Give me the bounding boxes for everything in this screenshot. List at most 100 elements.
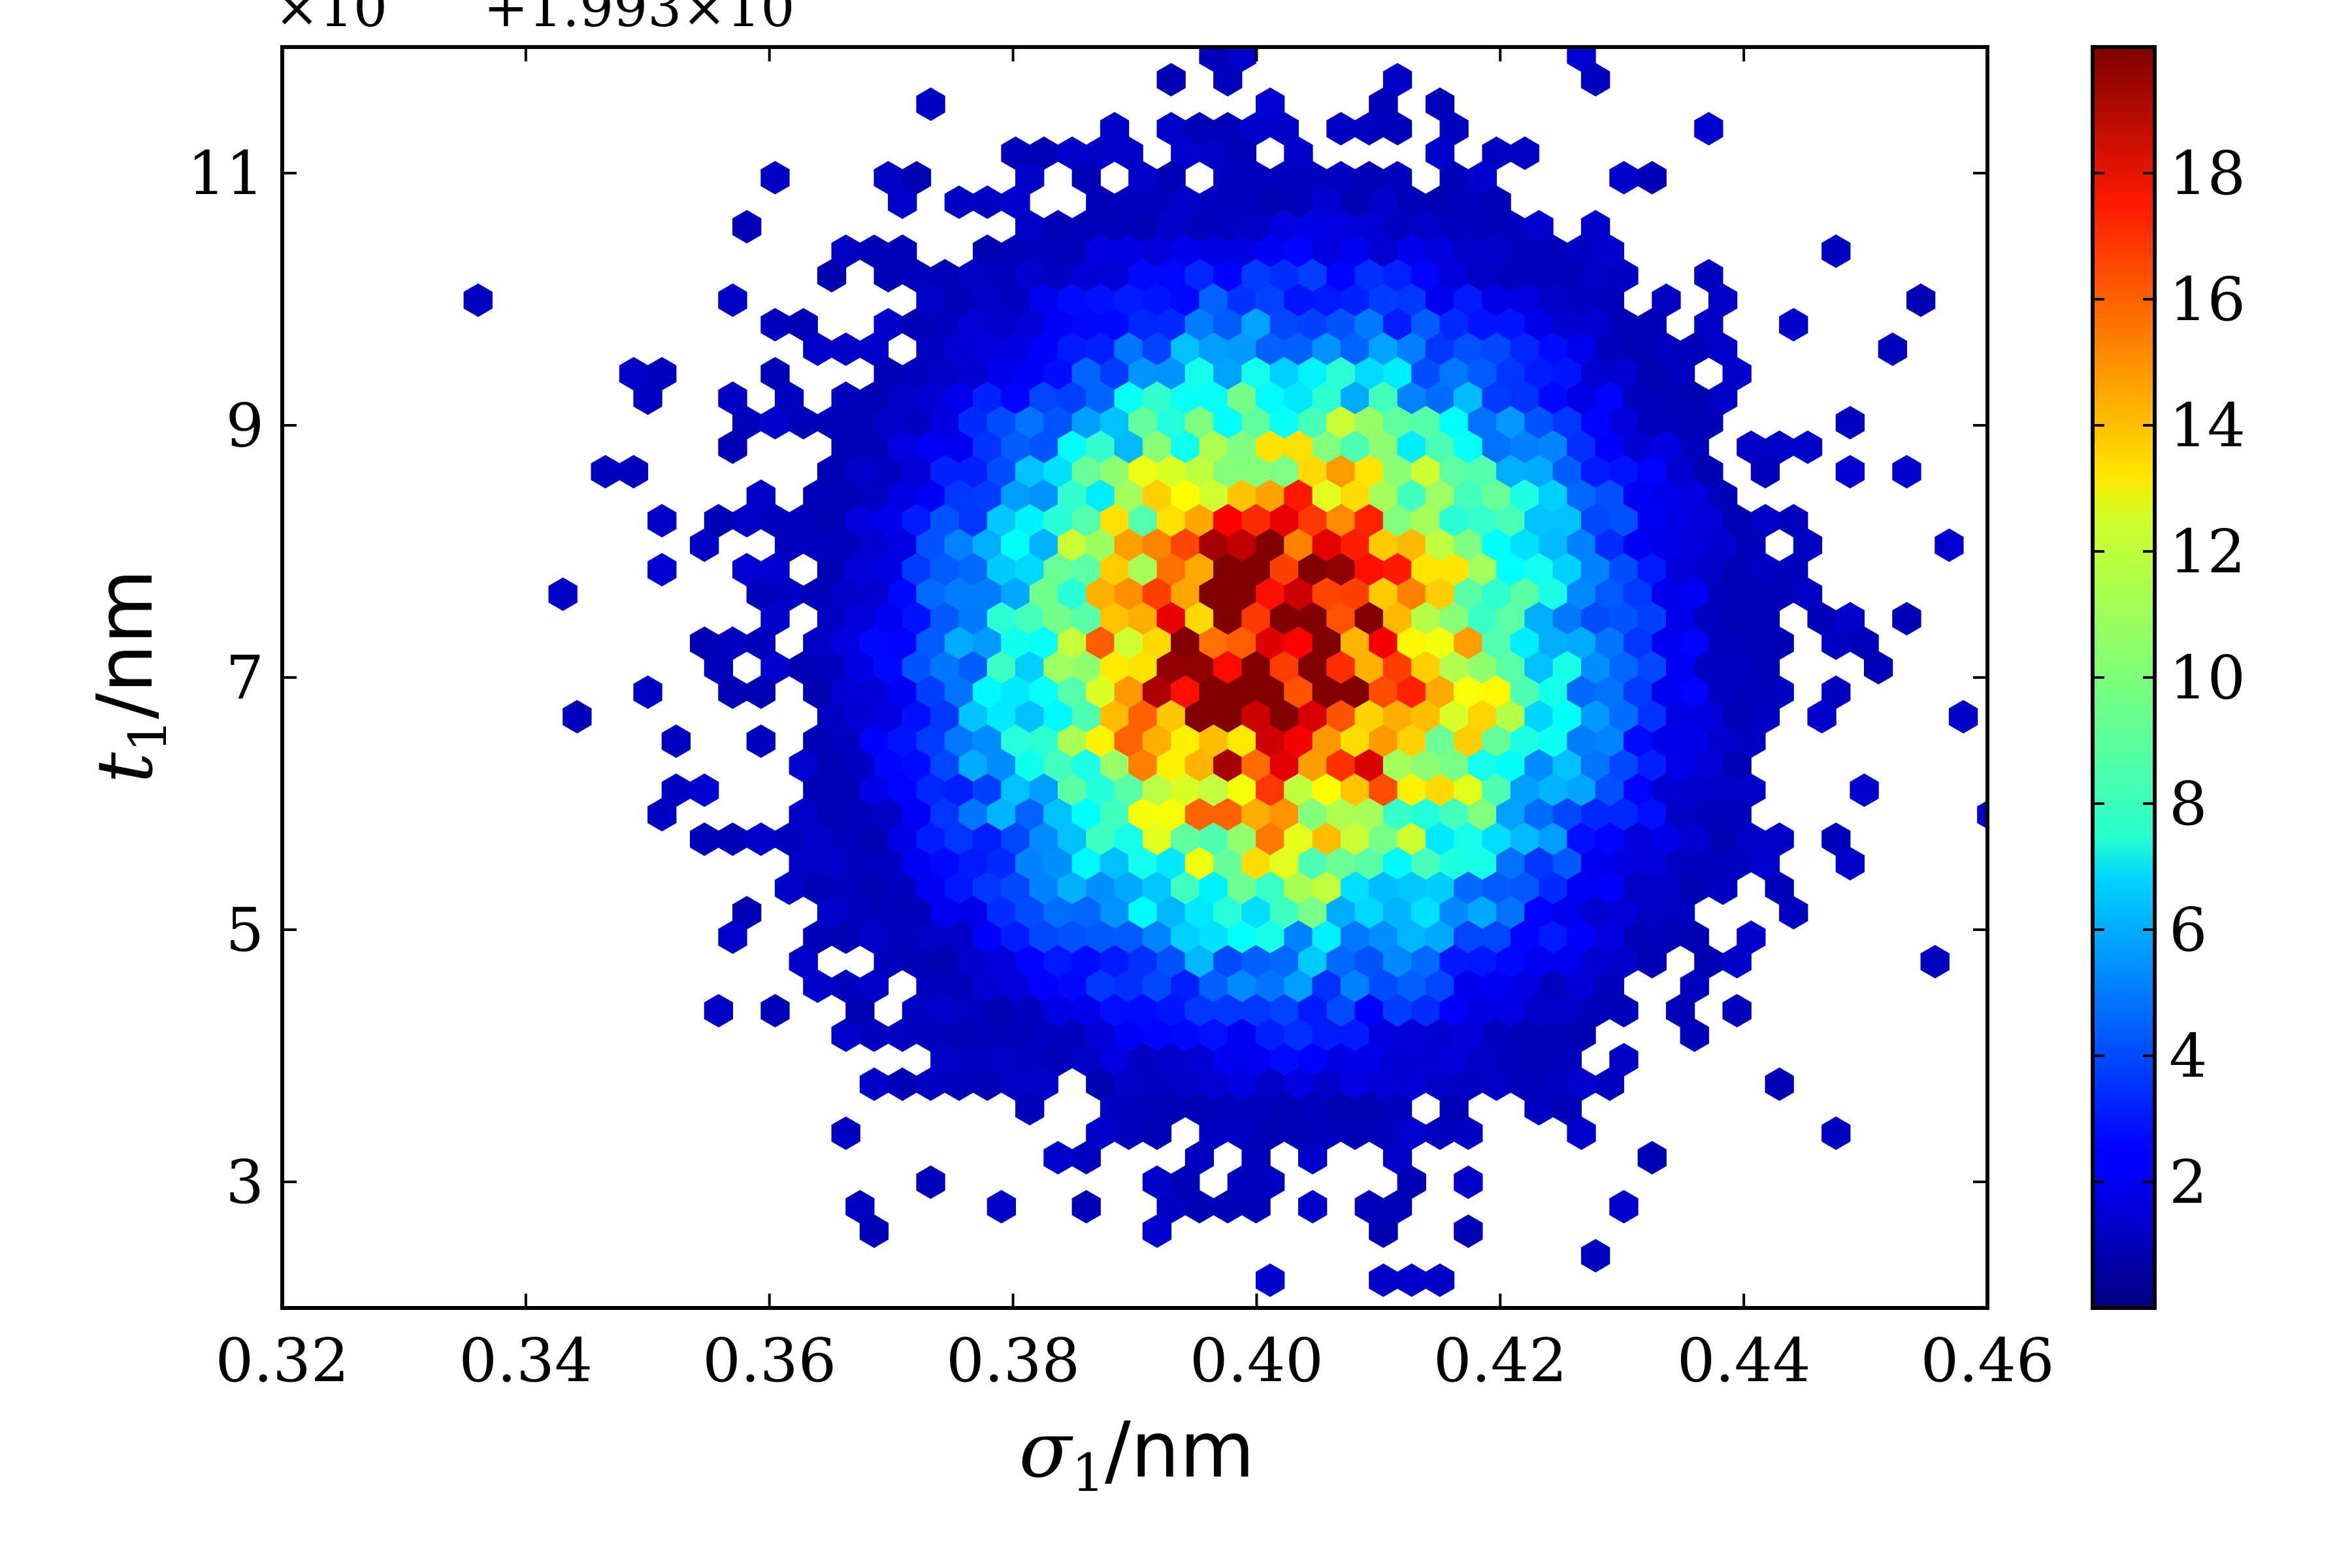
hex-cell	[1637, 1141, 1667, 1175]
hex-cell	[1142, 1214, 1172, 1249]
hex-cell	[916, 1165, 945, 1200]
y-axis-label: t1/nm	[80, 569, 178, 783]
hex-cell	[817, 259, 847, 293]
hex-cell	[1850, 773, 1879, 808]
hex-cell	[746, 675, 776, 710]
offset-text-right: +1.993×10	[483, 0, 795, 39]
hex-cell	[1935, 528, 1964, 563]
y-tick-label: 7	[225, 643, 264, 713]
hex-cell	[563, 700, 592, 734]
hex-cell	[760, 994, 790, 1028]
hex-cell	[1864, 651, 1893, 685]
offset-text-left: ×10	[274, 0, 387, 39]
y-axis-label-subscript: 1	[118, 719, 178, 753]
hex-cell	[732, 210, 762, 244]
hex-cell	[1906, 283, 1936, 318]
hex-cell	[1892, 455, 1921, 489]
hex-cell	[1835, 406, 1865, 440]
hex-cell	[718, 822, 747, 857]
hex-cell	[1821, 234, 1851, 269]
y-axis-label-unit: /nm	[80, 569, 170, 719]
hex-cell	[1382, 112, 1413, 146]
hex-cell	[690, 822, 719, 857]
hex-cell	[690, 773, 719, 808]
x-axis-label-unit: /nm	[1105, 1405, 1255, 1495]
x-tick-label: 0.46	[1921, 1326, 2055, 1396]
hex-cell	[1369, 1263, 1398, 1298]
x-tick-label: 0.32	[216, 1326, 350, 1396]
hex-cell	[1609, 161, 1639, 195]
hex-cell	[619, 455, 649, 489]
colorbar-tick-label: 4	[2169, 1021, 2208, 1091]
hex-cell	[647, 504, 677, 538]
hex-cell	[1765, 1067, 1794, 1102]
x-tick-label: 0.38	[946, 1326, 1080, 1396]
hex-cell	[591, 455, 620, 489]
hex-cell	[1241, 1190, 1271, 1224]
hex-cell	[661, 724, 691, 759]
hex-cell	[1298, 1141, 1328, 1175]
hex-cell	[690, 528, 719, 563]
hex-cell	[1156, 63, 1186, 97]
y-tick-label: 3	[225, 1147, 264, 1217]
hex-cell	[1835, 455, 1865, 489]
hex-cell	[1807, 700, 1837, 734]
hex-cell	[859, 1067, 889, 1102]
hex-cell	[647, 798, 677, 832]
hex-cell	[1142, 47, 1144, 48]
hex-cell	[888, 185, 917, 220]
hex-cell	[888, 1067, 917, 1102]
hex-cell	[1425, 1263, 1455, 1298]
hex-cell	[1609, 994, 1639, 1028]
hex-cell	[1256, 1263, 1285, 1298]
hex-cell	[1085, 47, 1087, 48]
hex-cell	[760, 161, 790, 195]
hex-cell	[746, 822, 776, 857]
colorbar-tick-label: 8	[2169, 769, 2208, 839]
hex-cell	[1581, 1239, 1610, 1273]
hex-cell	[647, 553, 677, 587]
hex-cell	[1708, 871, 1738, 906]
hex-cell	[1609, 1190, 1639, 1224]
y-axis-ticks: 3 5 7 9 11	[188, 139, 1987, 1217]
colorbar-tick-label: 12	[2169, 517, 2246, 587]
hex-cell	[746, 724, 776, 759]
y-tick-label: 9	[225, 391, 264, 461]
hex-cell	[1680, 1018, 1709, 1053]
x-axis-label-symbol: σ	[1019, 1405, 1074, 1495]
hex-cell	[1043, 1141, 1073, 1175]
hex-cell	[1779, 308, 1808, 342]
hex-cell	[1948, 700, 1978, 734]
hex-cell	[1750, 455, 1780, 489]
hex-cell	[1213, 63, 1243, 97]
x-axis-label-subscript: 1	[1071, 1443, 1105, 1503]
hex-cell	[944, 185, 973, 220]
hex-cell	[1015, 1092, 1045, 1126]
colorbar-tick-label: 16	[2169, 265, 2246, 335]
hex-cell	[831, 332, 860, 367]
y-tick-label: 5	[225, 895, 264, 965]
hex-cell	[1454, 1165, 1483, 1200]
hex-cell	[1694, 112, 1723, 146]
hex-cell	[973, 185, 1002, 220]
hex-cell	[1779, 896, 1808, 930]
hex-cell	[704, 994, 733, 1028]
hex-cell	[718, 920, 747, 955]
hex-cell	[718, 430, 747, 465]
x-tick-label: 0.40	[1190, 1326, 1324, 1396]
hex-cell	[1595, 1067, 1624, 1102]
hex-cell	[1071, 1190, 1101, 1224]
hex-cell	[633, 675, 662, 710]
hex-cell	[1793, 430, 1823, 465]
hex-cell	[760, 308, 790, 342]
hex-cell	[987, 1190, 1016, 1224]
hex-cell	[1454, 1116, 1483, 1151]
hex-cell	[1722, 945, 1752, 979]
hex-cell	[1835, 847, 1865, 881]
colorbar-tick-label: 14	[2169, 391, 2246, 461]
x-tick-label: 0.42	[1433, 1326, 1567, 1396]
x-tick-label: 0.44	[1677, 1326, 1811, 1396]
hex-cell	[1397, 1263, 1426, 1298]
hex-cell	[1722, 994, 1752, 1028]
hex-cell	[1637, 945, 1667, 979]
